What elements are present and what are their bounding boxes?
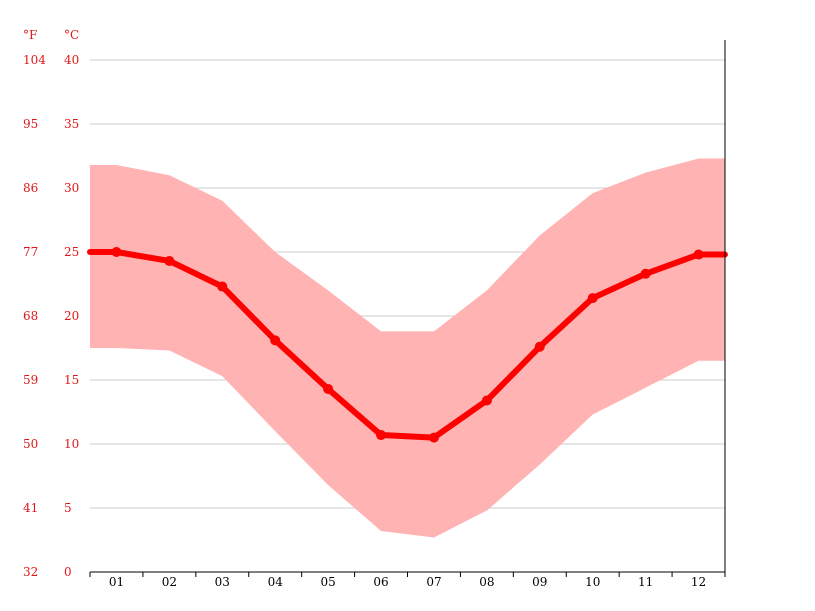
range-band-area (90, 158, 725, 538)
fahrenheit-tick-label: 95 (23, 117, 38, 131)
average-point (323, 383, 334, 394)
month-tick-label: 04 (268, 575, 284, 589)
fahrenheit-tick-label: 41 (23, 501, 38, 515)
celsius-tick-label: 15 (64, 373, 79, 387)
month-tick-label: 05 (320, 575, 335, 589)
celsius-tick-label: 0 (64, 565, 72, 579)
celsius-tick-label: 40 (64, 53, 79, 67)
month-tick-label: 02 (162, 575, 177, 589)
average-point (428, 432, 439, 443)
average-point (587, 293, 598, 304)
average-point (270, 335, 281, 346)
month-tick-label: 11 (638, 575, 653, 589)
fahrenheit-unit-label: °F (23, 28, 37, 42)
fahrenheit-tick-label: 32 (23, 565, 38, 579)
axes (89, 40, 726, 577)
average-point (534, 341, 545, 352)
celsius-tick-label: 35 (64, 117, 79, 131)
fahrenheit-tick-label: 50 (23, 437, 38, 451)
temperature-range-band (90, 158, 725, 538)
celsius-tick-label: 20 (64, 309, 79, 323)
fahrenheit-tick-label: 104 (23, 53, 46, 67)
celsius-tick-label: 10 (64, 437, 79, 451)
average-line (87, 249, 728, 441)
month-tick-label: 01 (109, 575, 124, 589)
month-tick-label: 08 (479, 575, 494, 589)
celsius-tick-label: 30 (64, 181, 79, 195)
month-tick-label: 12 (691, 575, 706, 589)
average-point (164, 255, 175, 266)
celsius-tick-label: 5 (64, 501, 72, 515)
average-point (217, 281, 228, 292)
fahrenheit-tick-label: 77 (23, 245, 38, 259)
month-tick-label: 07 (426, 575, 441, 589)
month-tick-label: 06 (373, 575, 388, 589)
fahrenheit-tick-label: 68 (23, 309, 38, 323)
average-temperature-points (111, 247, 704, 443)
fahrenheit-tick-label: 59 (23, 373, 38, 387)
average-point (376, 430, 387, 441)
average-point (693, 249, 704, 260)
month-tick-label: 10 (585, 575, 600, 589)
month-tick-label: 03 (215, 575, 230, 589)
average-point (481, 395, 492, 406)
average-temperature-line (87, 249, 728, 441)
average-point (640, 268, 651, 279)
month-tick-label: 09 (532, 575, 547, 589)
average-point (111, 247, 122, 257)
celsius-tick-label: 25 (64, 245, 79, 259)
celsius-unit-label: °C (64, 28, 79, 42)
axis-labels: °F °C 0 32 5 41 10 50 15 59 20 68 25 77 30 86 35 95 40 10… (23, 28, 706, 589)
fahrenheit-tick-label: 86 (23, 181, 38, 195)
